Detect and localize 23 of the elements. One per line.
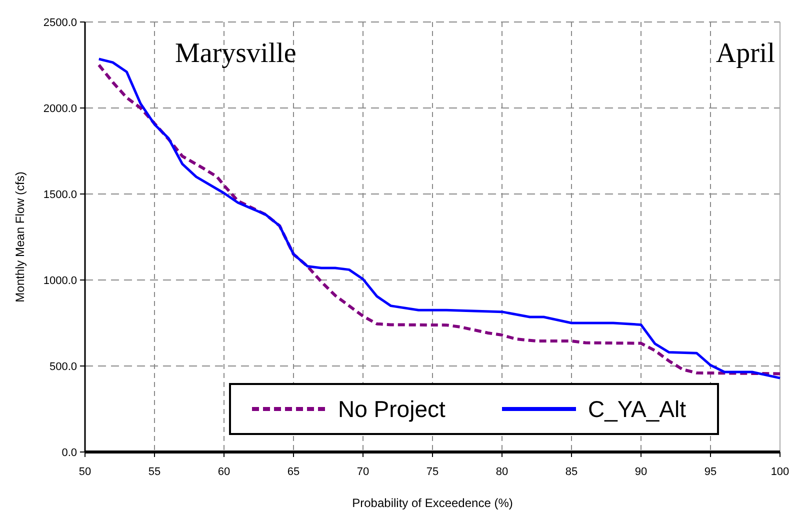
x-tick-label: 80 — [496, 466, 508, 478]
y-tick-label: 1500.0 — [43, 189, 77, 201]
x-tick-label: 60 — [218, 466, 230, 478]
y-tick-label: 1000.0 — [43, 275, 77, 287]
y-tick-label: 2000.0 — [43, 103, 77, 115]
y-tick-label: 500.0 — [49, 361, 77, 373]
x-axis-title: Probability of Exceedence (%) — [352, 496, 513, 510]
legend-label: No Project — [338, 396, 446, 422]
x-tick-label: 55 — [148, 466, 161, 478]
x-tick-label: 95 — [704, 466, 717, 478]
x-tick-label: 50 — [78, 466, 92, 478]
y-axis-title: Monthly Mean Flow (cfs) — [13, 172, 27, 302]
y-tick-label: 2500.0 — [43, 17, 77, 29]
x-tick-label: 100 — [770, 466, 790, 478]
x-tick-label: 70 — [356, 466, 370, 478]
annotation: April — [716, 38, 776, 69]
y-tick-label: 0.0 — [62, 447, 77, 459]
annotation: Marysville — [175, 38, 296, 69]
x-tick-label: 85 — [565, 466, 578, 478]
x-tick-label: 75 — [426, 466, 439, 478]
x-tick-label: 90 — [634, 466, 648, 478]
x-tick-label: 65 — [287, 466, 300, 478]
legend-label: C_YA_Alt — [588, 396, 687, 422]
